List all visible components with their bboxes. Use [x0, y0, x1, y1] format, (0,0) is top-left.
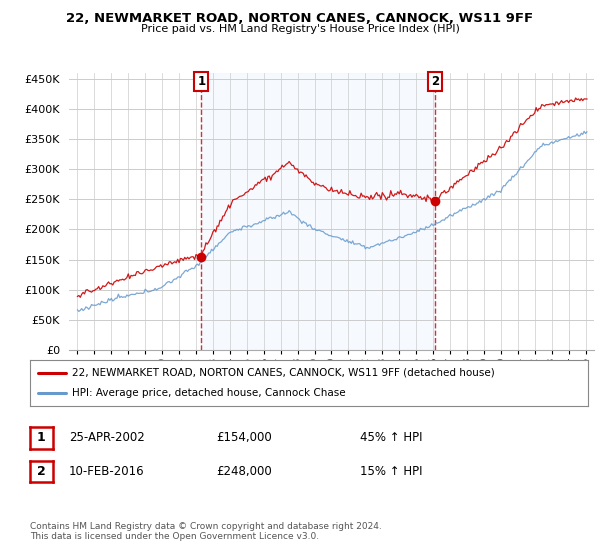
Text: Contains HM Land Registry data © Crown copyright and database right 2024.
This d: Contains HM Land Registry data © Crown c…	[30, 522, 382, 542]
Text: 45% ↑ HPI: 45% ↑ HPI	[360, 431, 422, 445]
Text: Price paid vs. HM Land Registry's House Price Index (HPI): Price paid vs. HM Land Registry's House …	[140, 24, 460, 34]
Text: 22, NEWMARKET ROAD, NORTON CANES, CANNOCK, WS11 9FF: 22, NEWMARKET ROAD, NORTON CANES, CANNOC…	[67, 12, 533, 25]
Text: 1: 1	[197, 74, 205, 87]
Text: 25-APR-2002: 25-APR-2002	[69, 431, 145, 445]
Text: HPI: Average price, detached house, Cannock Chase: HPI: Average price, detached house, Cann…	[72, 388, 346, 398]
Text: 2: 2	[37, 465, 46, 478]
Text: 10-FEB-2016: 10-FEB-2016	[69, 465, 145, 478]
Text: 22, NEWMARKET ROAD, NORTON CANES, CANNOCK, WS11 9FF (detached house): 22, NEWMARKET ROAD, NORTON CANES, CANNOC…	[72, 368, 494, 378]
Text: 2: 2	[431, 74, 439, 87]
Text: 15% ↑ HPI: 15% ↑ HPI	[360, 465, 422, 478]
Text: 1: 1	[37, 431, 46, 445]
Text: £248,000: £248,000	[216, 465, 272, 478]
Bar	[202, 73, 435, 350]
Text: £154,000: £154,000	[216, 431, 272, 445]
